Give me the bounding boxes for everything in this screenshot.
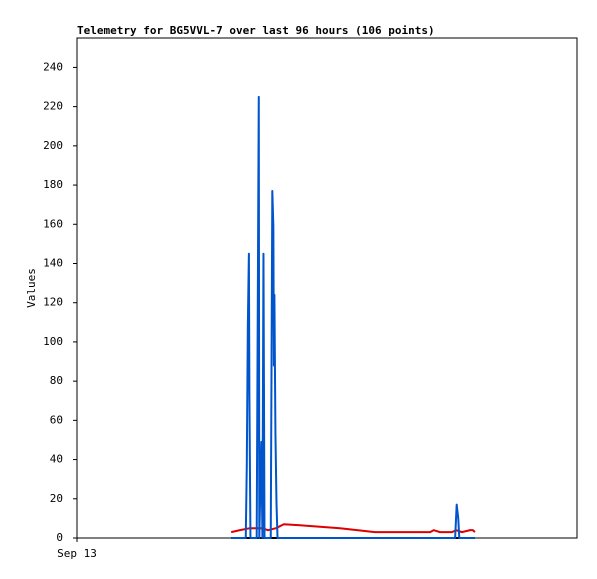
y-tick-label: 140 xyxy=(43,256,63,269)
y-tick-label: 120 xyxy=(43,296,63,309)
x-tick-label: Sep 13 xyxy=(57,547,97,560)
y-tick-label: 20 xyxy=(50,492,63,505)
series-line xyxy=(230,523,476,534)
y-tick-label: 100 xyxy=(43,335,63,348)
plot-frame xyxy=(76,37,578,539)
y-tick-label: 220 xyxy=(43,100,63,113)
y-tick-label: 80 xyxy=(50,374,63,387)
y-tick-label: 60 xyxy=(50,413,63,426)
series-line xyxy=(231,95,475,539)
y-axis-label: Values xyxy=(25,268,38,308)
y-tick-label: 40 xyxy=(50,453,63,466)
y-tick-label: 180 xyxy=(43,178,63,191)
y-tick-label: 240 xyxy=(43,60,63,73)
y-tick-label: 0 xyxy=(56,531,63,544)
y-tick-label: 160 xyxy=(43,217,63,230)
chart-title: Telemetry for BG5VVL-7 over last 96 hour… xyxy=(77,24,435,37)
y-tick-label: 200 xyxy=(43,139,63,152)
